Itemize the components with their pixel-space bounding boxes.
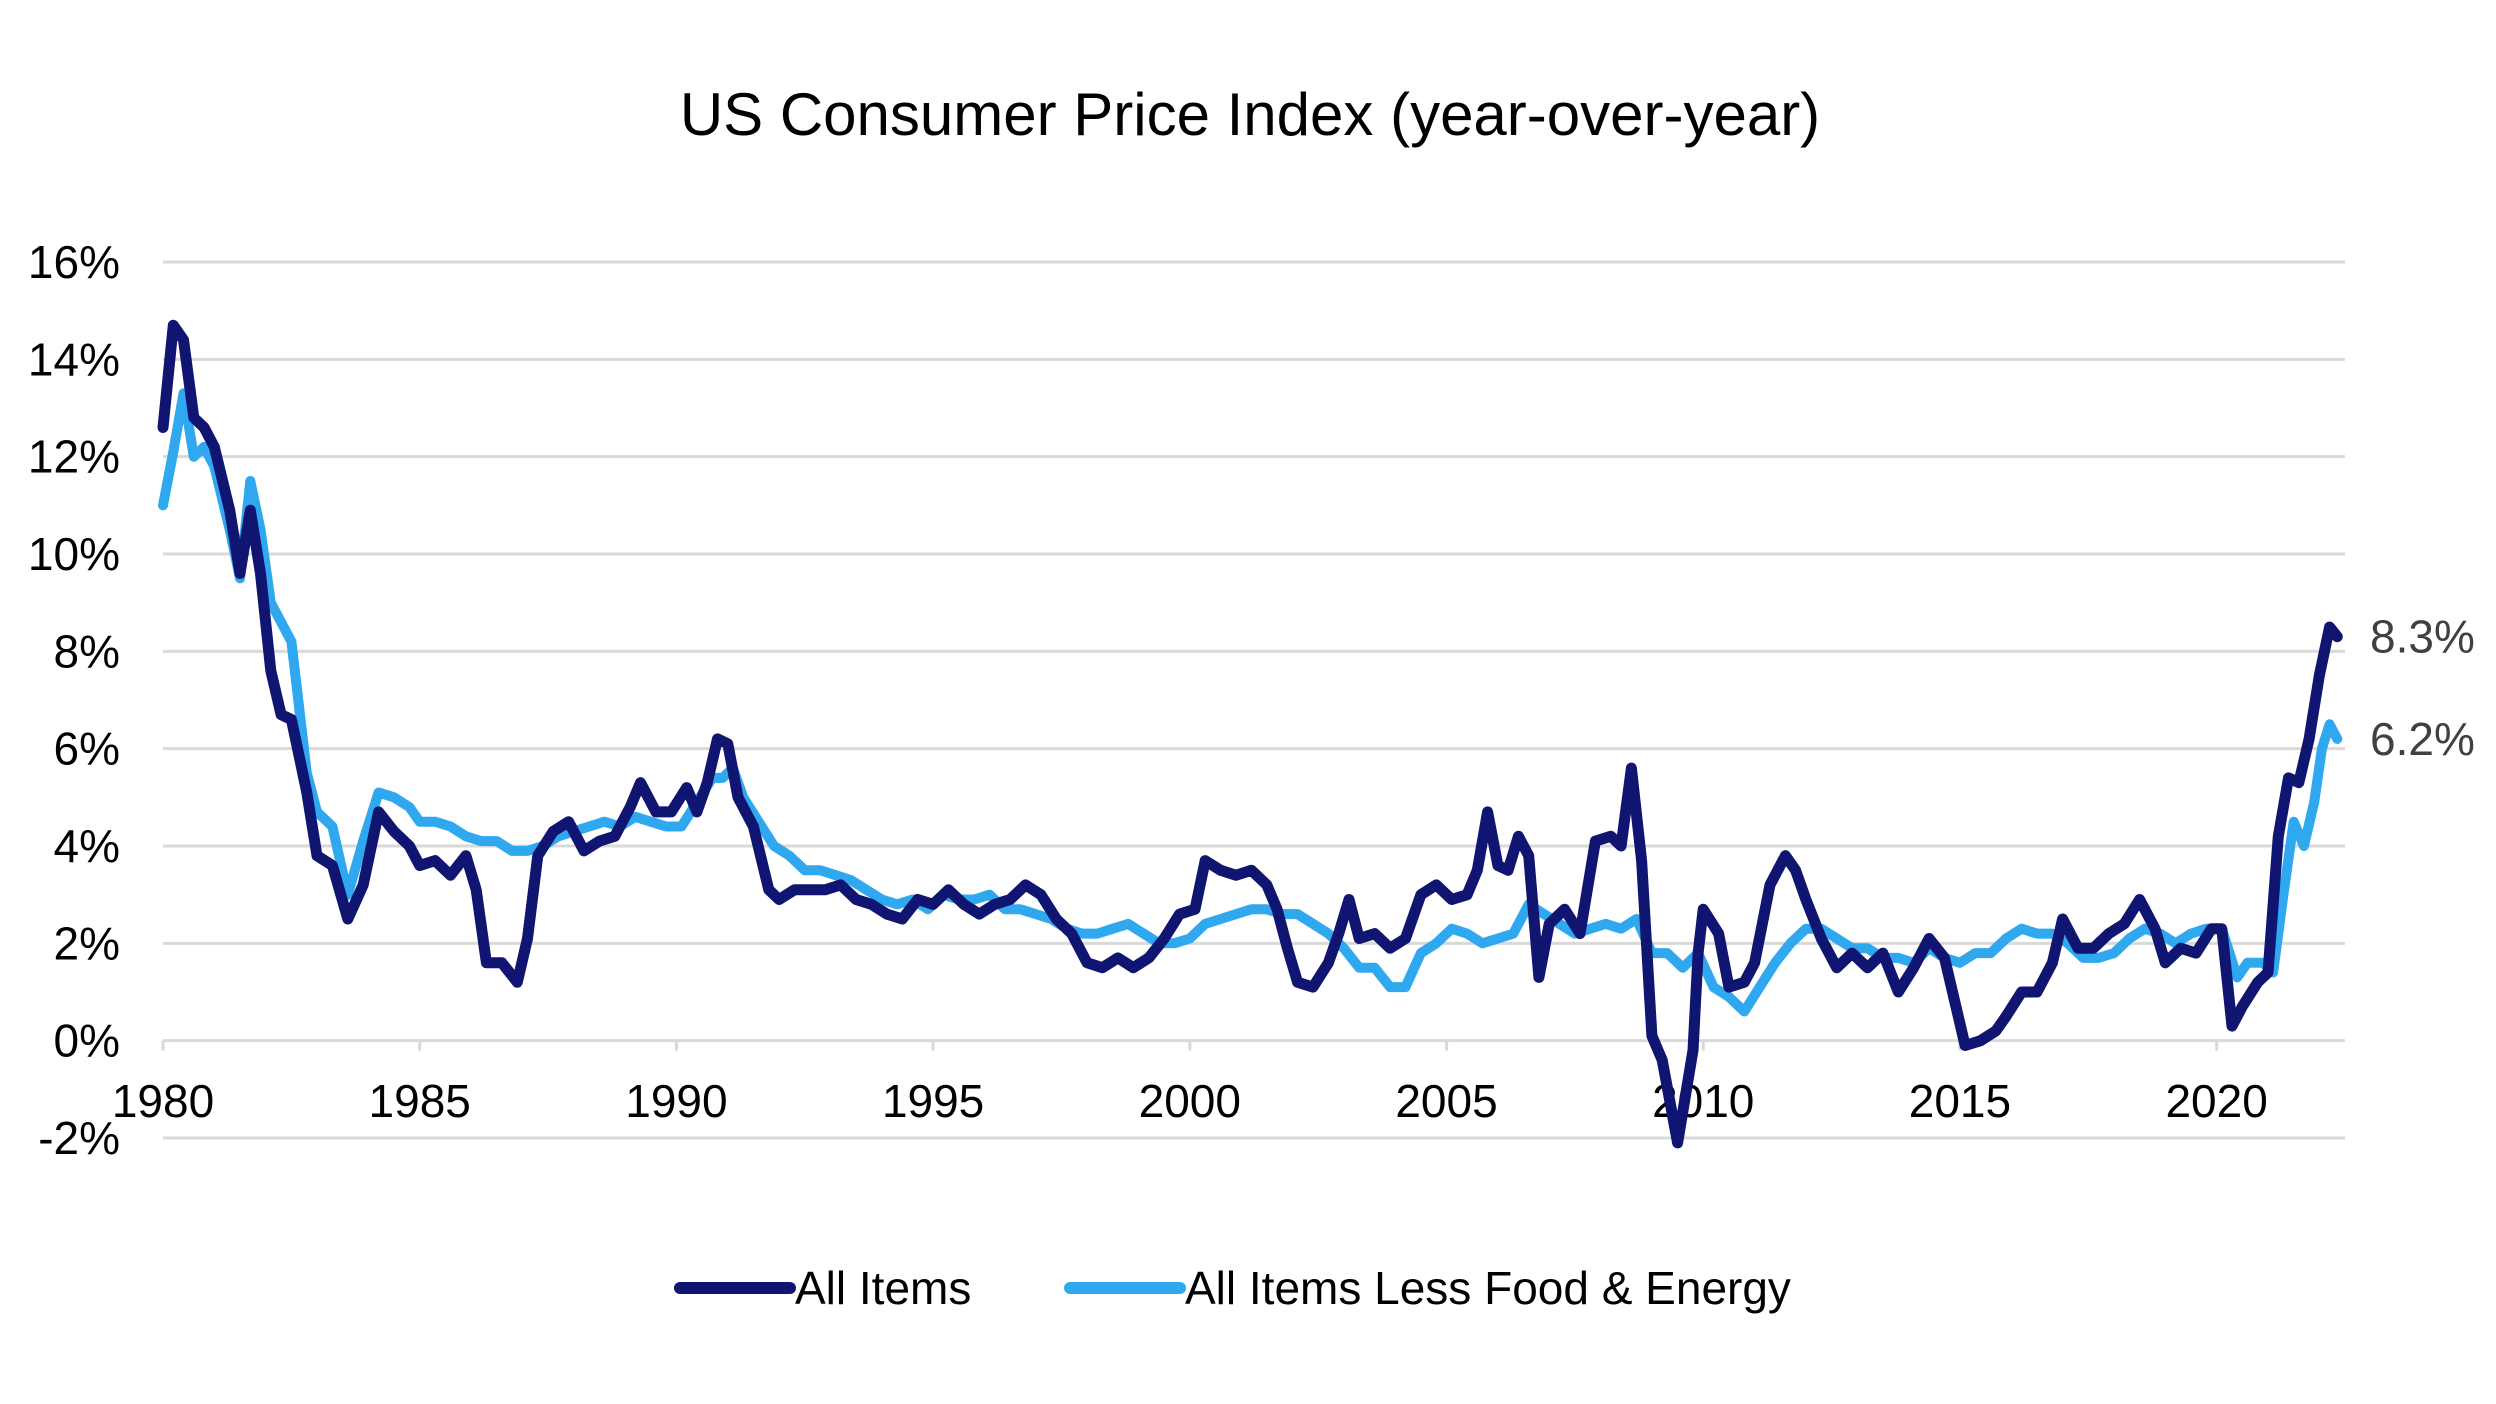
chart-title: US Consumer Price Index (year-over-year): [680, 81, 1820, 148]
y-tick-label-2: 2%: [54, 917, 120, 969]
y-tick-label-12: 12%: [28, 431, 120, 483]
series-lines: [157, 319, 2343, 1149]
y-tick-label-4: 4%: [54, 820, 120, 872]
y-tick-label-0: 0%: [54, 1015, 120, 1067]
y-tick-label-2: -2%: [38, 1112, 120, 1164]
x-tick-label-1980: 1980: [112, 1075, 214, 1127]
x-tick-label-1985: 1985: [369, 1075, 471, 1127]
x-tick-label-1995: 1995: [882, 1075, 984, 1127]
legend-item-all-items: All Items: [674, 1262, 971, 1314]
end-value-labels: 6.2% 8.3%: [2370, 611, 2475, 765]
end-label-all-items: 8.3%: [2370, 611, 2475, 663]
x-tick-label-2000: 2000: [1139, 1075, 1241, 1127]
y-tick-label-6: 6%: [54, 723, 120, 775]
legend-item-core: All Items Less Food & Energy: [1064, 1262, 1791, 1314]
x-tick-label-2005: 2005: [1395, 1075, 1497, 1127]
y-tick-label-10: 10%: [28, 528, 120, 580]
y-tick-label-14: 14%: [28, 333, 120, 385]
legend: All Items All Items Less Food & Energy: [674, 1262, 1791, 1314]
series-line-all-items: [157, 319, 2343, 1149]
y-tick-label-8: 8%: [54, 625, 120, 677]
y-axis-tick-labels: 16% 14% 12% 10% 8% 6% 4% 2% 0% -2%: [28, 236, 120, 1164]
end-label-all-items-less-food-energy: 6.2%: [2370, 713, 2475, 765]
x-tick-label-1990: 1990: [625, 1075, 727, 1127]
legend-label-core: All Items Less Food & Energy: [1185, 1262, 1791, 1314]
x-tick-label-2015: 2015: [1909, 1075, 2011, 1127]
y-tick-label-16: 16%: [28, 236, 120, 288]
x-axis-tick-labels: 1980 1985 1990 1995 2000 2005 2010 2015 2020: [112, 1075, 2268, 1127]
series-line-all-items-less-food-energy: [158, 388, 2343, 1017]
legend-label-all-items: All Items: [795, 1262, 971, 1314]
x-tick-label-2020: 2020: [2165, 1075, 2267, 1127]
